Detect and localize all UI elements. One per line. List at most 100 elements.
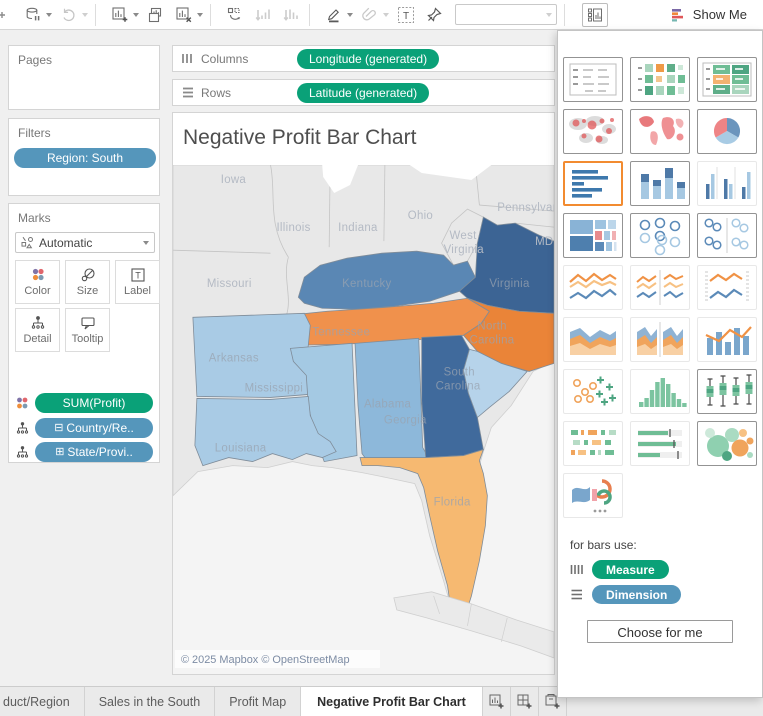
marks-pill-state[interactable]: ⊞ State/Provi.. xyxy=(35,442,153,462)
text-label-icon[interactable]: T xyxy=(395,3,417,27)
svg-text:Kentucky: Kentucky xyxy=(342,278,391,290)
refresh-caret[interactable] xyxy=(82,12,88,17)
new-worksheet-caret[interactable] xyxy=(133,12,139,17)
clear-sheet-caret[interactable] xyxy=(197,12,203,17)
filter-pill-region-south[interactable]: Region: South xyxy=(14,148,156,168)
mark-type-dropdown[interactable]: Automatic xyxy=(15,232,155,253)
thumbnail-dual-lines[interactable] xyxy=(697,265,757,310)
choose-for-me-button[interactable]: Choose for me xyxy=(587,620,733,643)
thumbnail-heat-map[interactable] xyxy=(697,57,757,102)
paperclip-icon[interactable] xyxy=(359,3,381,27)
pin-icon[interactable] xyxy=(423,3,445,27)
sort-descending-icon[interactable] xyxy=(280,3,302,27)
show-hide-cards-icon[interactable] xyxy=(582,2,608,27)
marks-pill-country[interactable]: ⊟ Country/Re.. xyxy=(35,418,153,438)
svg-text:North: North xyxy=(477,320,506,332)
duplicate-sheet-icon[interactable] xyxy=(145,3,167,27)
thumbnail-area-discrete[interactable] xyxy=(630,317,690,362)
show-me-button[interactable]: Show Me xyxy=(658,0,763,29)
sheet-card: Negative Profit Bar Chart xyxy=(172,112,555,675)
expand-icon[interactable]: ⊞ xyxy=(55,445,65,458)
data-source-caret[interactable] xyxy=(46,12,52,17)
highlight-caret[interactable] xyxy=(347,12,353,17)
thumbnail-more-visualizations[interactable] xyxy=(563,473,623,518)
new-worksheet-icon[interactable] xyxy=(109,3,131,27)
thumbnail-pie-chart[interactable] xyxy=(697,109,757,154)
hierarchy-icon xyxy=(15,421,30,436)
svg-text:Tennessee: Tennessee xyxy=(312,326,370,338)
paperclip-caret[interactable] xyxy=(383,12,389,17)
rows-icon xyxy=(181,86,195,99)
columns-pill-longitude[interactable]: Longitude (generated) xyxy=(297,48,440,69)
thumbnail-symbol-map[interactable] xyxy=(563,109,623,154)
state-louisiana[interactable] xyxy=(194,396,337,467)
thumbnail-lines-continuous[interactable] xyxy=(563,265,623,310)
thumbnail-filled-map[interactable] xyxy=(630,109,690,154)
rows-pill-latitude[interactable]: Latitude (generated) xyxy=(297,82,430,103)
svg-text:Missouri: Missouri xyxy=(207,278,252,290)
refresh-icon[interactable] xyxy=(58,3,80,27)
swap-rows-columns-icon[interactable] xyxy=(224,3,246,27)
state-south-carolina[interactable] xyxy=(463,348,528,419)
thumbnail-side-by-side-bars[interactable] xyxy=(697,161,757,206)
new-story-button[interactable] xyxy=(539,687,567,716)
thumbnail-side-by-side-circles[interactable] xyxy=(697,213,757,258)
new-worksheet-button[interactable] xyxy=(483,687,511,716)
svg-text:Louisiana: Louisiana xyxy=(215,443,267,455)
thumbnail-area-continuous[interactable] xyxy=(563,317,623,362)
svg-text:Mississippi: Mississippi xyxy=(245,382,304,394)
thumbnail-text-table[interactable] xyxy=(563,57,623,102)
show-me-grid xyxy=(558,31,759,518)
thumbnail-stacked-bars[interactable] xyxy=(630,161,690,206)
tab-sales-in-the-south[interactable]: Sales in the South xyxy=(85,687,216,716)
thumbnail-scatter[interactable] xyxy=(563,369,623,414)
detail-button[interactable]: Detail xyxy=(15,308,60,352)
svg-text:West: West xyxy=(450,230,478,242)
thumbnail-treemap[interactable] xyxy=(563,213,623,258)
size-button[interactable]: Size xyxy=(65,260,110,304)
clear-sheet-icon[interactable] xyxy=(173,3,195,27)
tooltip-button[interactable]: Tooltip xyxy=(65,308,110,352)
size-label: Size xyxy=(76,285,99,297)
pages-shelf[interactable]: Pages xyxy=(8,45,160,110)
highlight-icon[interactable] xyxy=(323,3,345,27)
sheet-title[interactable]: Negative Profit Bar Chart xyxy=(183,126,417,149)
svg-text:Illinois: Illinois xyxy=(276,222,310,234)
fit-selector-dropdown[interactable] xyxy=(455,4,557,25)
thumbnail-dual-combination[interactable] xyxy=(697,317,757,362)
t-glyph: T xyxy=(403,11,409,22)
show-me-label: Show Me xyxy=(692,7,747,22)
thumbnail-histogram[interactable] xyxy=(630,369,690,414)
svg-text:Carolina: Carolina xyxy=(436,380,481,392)
color-button[interactable]: Color xyxy=(15,260,60,304)
thumbnail-circle-views[interactable] xyxy=(630,213,690,258)
measure-pill: Measure xyxy=(592,560,669,579)
label-button[interactable]: T Label xyxy=(115,260,160,304)
tab-product-region[interactable]: duct/Region xyxy=(0,687,85,716)
thumbnail-bullet-graph[interactable] xyxy=(630,421,690,466)
thumbnail-packed-bubbles[interactable] xyxy=(697,421,757,466)
columns-shelf[interactable]: Columns Longitude (generated) xyxy=(172,45,555,72)
cuba xyxy=(393,591,554,659)
partial-icon[interactable] xyxy=(0,3,16,27)
mark-type-icon xyxy=(21,236,34,249)
svg-text:Carolina: Carolina xyxy=(469,334,514,346)
filters-shelf[interactable]: Filters Region: South xyxy=(8,118,160,196)
thumbnail-lines-discrete[interactable] xyxy=(630,265,690,310)
tab-profit-map[interactable]: Profit Map xyxy=(215,687,302,716)
svg-text:MD: MD xyxy=(535,236,553,248)
thumbnail-box-and-whisker[interactable] xyxy=(697,369,757,414)
thumbnail-gantt[interactable] xyxy=(563,421,623,466)
state-kentucky[interactable] xyxy=(297,250,476,310)
left-panel: Pages Filters Region: South Marks Automa… xyxy=(0,30,168,686)
new-dashboard-button[interactable] xyxy=(511,687,539,716)
marks-pill-sum-profit[interactable]: SUM(Profit) xyxy=(35,393,153,413)
pause-data-source-icon[interactable] xyxy=(22,3,44,27)
sort-ascending-icon[interactable] xyxy=(252,3,274,27)
map-attribution[interactable]: © 2025 Mapbox © OpenStreetMap xyxy=(181,654,350,666)
rows-shelf[interactable]: Rows Latitude (generated) xyxy=(172,79,555,106)
tab-negative-profit-bar-chart[interactable]: Negative Profit Bar Chart xyxy=(301,687,483,716)
thumbnail-horizontal-bars[interactable] xyxy=(563,161,623,206)
thumbnail-highlight-table[interactable] xyxy=(630,57,690,102)
collapse-icon[interactable]: ⊟ xyxy=(54,421,64,434)
